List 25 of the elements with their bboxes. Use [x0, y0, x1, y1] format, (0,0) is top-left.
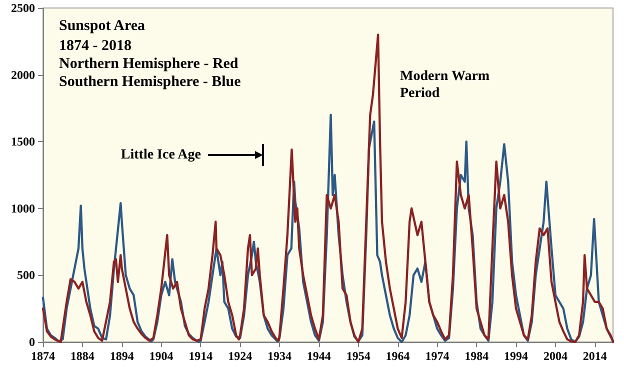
x-tick-label: 1924 — [228, 349, 252, 363]
text: 1874 - 2018 Northern Hemisphere - Red Southern Hemisphere - Blue — [59, 38, 242, 90]
x-tick-label: 1994 — [504, 349, 528, 363]
x-tick-label: 1984 — [464, 349, 489, 363]
x-tick-label: 2014 — [582, 349, 607, 363]
x-tick-label: 1954 — [346, 349, 370, 363]
x-tick-label: 1874 — [31, 349, 55, 363]
y-tick-label: 1500 — [11, 134, 35, 149]
y-tick-label: 500 — [17, 268, 35, 282]
x-tick-label: 1934 — [268, 349, 292, 363]
y-tick-label: 2000 — [11, 68, 35, 82]
x-tick-label: 1964 — [386, 349, 410, 363]
annotation: Little Ice Age — [120, 148, 201, 162]
x-tick-label: 2004 — [543, 349, 568, 363]
y-tick-label: 0 — [29, 335, 35, 349]
x-tick-label: 1884 — [70, 349, 94, 363]
x-tick-label: 1974 — [425, 349, 450, 363]
y-tick-label: 1000 — [11, 201, 35, 216]
annotation: Modern Warm Period — [400, 69, 490, 101]
x-tick-label: 1894 — [110, 349, 134, 363]
text: Sunspot Area — [59, 18, 146, 34]
x-tick-label: 1914 — [188, 349, 213, 363]
x-tick-label: 1944 — [306, 349, 331, 363]
x-tick-label: 1904 — [149, 349, 174, 363]
y-tick-label: 2500 — [11, 1, 35, 15]
